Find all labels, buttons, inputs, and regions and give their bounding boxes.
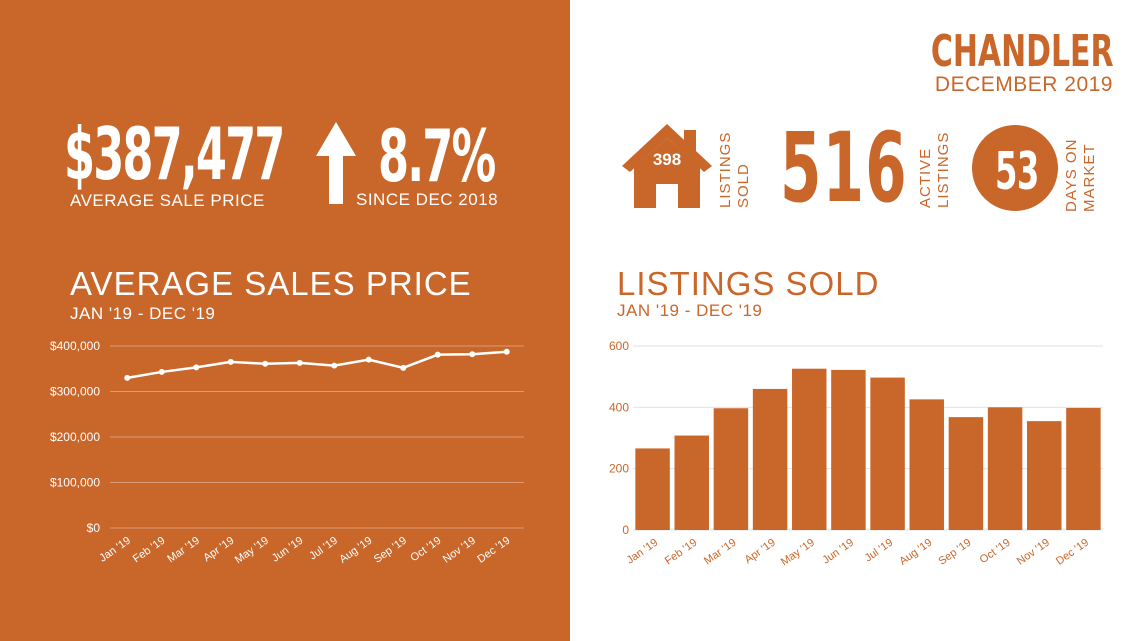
bar (674, 435, 709, 530)
series-line (127, 350, 507, 380)
data-point (365, 356, 372, 363)
y-tick-label: $0 (87, 521, 101, 535)
average-price-label: AVERAGE SALE PRICE (70, 191, 265, 210)
x-tick-label: Nov '19 (441, 535, 478, 566)
active-listings-label-line2: LISTINGS (935, 131, 952, 208)
data-point (227, 358, 234, 365)
data-point (331, 362, 338, 369)
x-tick-label: Apr '19 (201, 535, 236, 565)
x-tick-label: Jul '19 (307, 535, 340, 563)
bar (987, 407, 1023, 530)
y-tick-label: $200,000 (50, 430, 100, 444)
house-icon (622, 124, 712, 208)
bar (870, 377, 905, 530)
right-panel: CHANDLER DECEMBER 2019 398 LISTINGS SOLD… (570, 0, 1140, 641)
x-tick-label: Nov '19 (1015, 537, 1052, 568)
x-tick-label: Apr '19 (743, 537, 778, 567)
bar (909, 399, 944, 530)
bar (948, 417, 984, 530)
days-on-market-value: 53 (995, 142, 1039, 202)
arrow-up-icon (316, 122, 356, 204)
days-on-market-label-line2: MARKET (1081, 143, 1098, 212)
data-point (193, 364, 200, 371)
y-tick-label: 600 (609, 339, 629, 353)
listings-sold-chart-subtitle: JAN '19 - DEC '19 (617, 301, 763, 320)
x-tick-label: Aug '19 (337, 535, 374, 566)
data-point (296, 359, 303, 366)
data-point (262, 360, 269, 367)
left-panel: $387,477 AVERAGE SALE PRICE 8.7% SINCE D… (0, 0, 570, 641)
data-point (434, 351, 441, 358)
bar (1027, 421, 1062, 530)
x-tick-label: Dec '19 (475, 535, 512, 566)
change-label: SINCE DEC 2018 (356, 190, 499, 209)
days-on-market-circle (972, 125, 1058, 211)
x-tick-label: Feb '19 (131, 535, 168, 566)
data-point (124, 374, 131, 381)
x-tick-label: Jan '19 (625, 537, 661, 567)
y-tick-label: 400 (609, 400, 629, 414)
avg-price-line-chart: $0 $100,000 $200,000 $300,000 $400,000 Jan '1… (50, 339, 524, 567)
data-point (503, 348, 510, 355)
bar (792, 368, 827, 530)
change-value: 8.7% (378, 114, 496, 198)
x-tick-label: Aug '19 (897, 537, 934, 568)
data-point (158, 368, 165, 375)
listings-sold-chart-title: LISTINGS SOLD (617, 265, 880, 302)
active-listings-label-line1: ACTIVE (917, 147, 934, 208)
x-tick-label: Jun '19 (820, 537, 856, 567)
city-title: CHANDLER (930, 26, 1113, 77)
x-tick-label: Jan '19 (97, 535, 133, 565)
y-tick-label: $300,000 (50, 385, 100, 399)
x-tick-label: Mar '19 (702, 537, 739, 568)
x-tick-label: May '19 (779, 537, 817, 569)
average-price-value: $387,477 (64, 112, 285, 196)
period-label: DECEMBER 2019 (934, 73, 1113, 96)
y-tick-label: 200 (609, 462, 629, 476)
y-tick-label: $100,000 (50, 476, 100, 490)
y-tick-label: 0 (622, 523, 629, 537)
data-point (469, 351, 476, 358)
listings-sold-label-line1: LISTINGS (717, 131, 734, 208)
data-point (400, 364, 407, 371)
x-tick-label: Oct '19 (978, 537, 1013, 567)
bar (635, 448, 670, 530)
avg-price-chart-title: AVERAGE SALES PRICE (70, 265, 472, 302)
x-tick-label: May '19 (233, 535, 271, 567)
days-on-market-label-line1: DAYS ON (1063, 138, 1080, 212)
x-tick-label: Mar '19 (165, 535, 202, 566)
listings-sold-bar-chart: 0 200 400 600 Jan '19 Feb '19 Mar '19 Apr '19 Ma… (609, 339, 1103, 569)
avg-price-chart-subtitle: JAN '19 - DEC '19 (70, 304, 216, 323)
x-tick-label: Oct '19 (408, 535, 443, 565)
listings-sold-value: 398 (652, 150, 682, 169)
listings-sold-label-line2: SOLD (735, 163, 752, 208)
bar (1066, 407, 1101, 530)
y-tick-label: $400,000 (50, 339, 100, 353)
x-tick-label: Sep '19 (372, 535, 409, 566)
bar (752, 388, 788, 530)
active-listings-value: 516 (780, 112, 908, 224)
x-tick-label: Jun '19 (270, 535, 306, 565)
x-tick-label: Dec '19 (1054, 537, 1091, 568)
x-tick-label: Sep '19 (936, 537, 973, 568)
x-tick-label: Feb '19 (663, 537, 700, 568)
bar (713, 408, 749, 530)
x-tick-label: Jul '19 (863, 537, 896, 565)
bar (831, 369, 866, 530)
